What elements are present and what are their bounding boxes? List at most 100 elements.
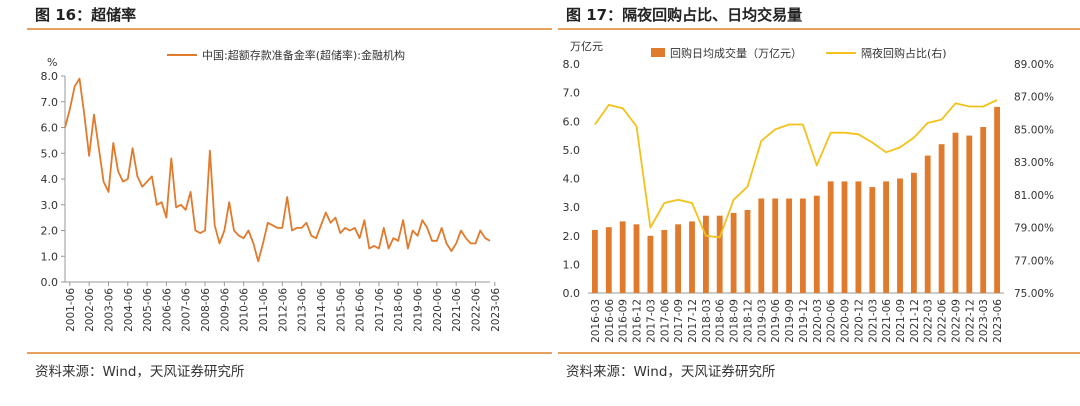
y-tick-label: 8.0 bbox=[41, 70, 59, 83]
x-tick-label: 2002-06 bbox=[84, 288, 96, 332]
x-tick-label: 2001-06 bbox=[65, 288, 77, 332]
y-tick-label: 2.0 bbox=[41, 225, 59, 238]
x-tick-label: 2017-12 bbox=[687, 299, 699, 343]
bar-repo-volume bbox=[744, 210, 751, 293]
x-tick-label: 2008-06 bbox=[200, 288, 212, 332]
left-chart-panel: 图 16：超储率 % 0.0 1.0 2.0 3.0 4.0 5.0 6.0 7.0 8.0 200… bbox=[27, 0, 552, 406]
x-tick-label: 2022-03 bbox=[923, 299, 935, 343]
bar-repo-volume bbox=[647, 235, 654, 294]
y-tick-label: 0.0 bbox=[41, 276, 59, 289]
bar-repo-volume bbox=[827, 181, 834, 293]
x-tick-label: 2020-09 bbox=[840, 299, 852, 343]
x-tick-label: 2021-09 bbox=[895, 299, 907, 343]
right-chart-title: 图 17：隔夜回购占比、日均交易量 bbox=[566, 6, 803, 24]
x-tick-label: 2010-06 bbox=[239, 288, 251, 332]
x-tick-label: 2016-12 bbox=[632, 299, 644, 343]
y-right-tick-label: 85.00% bbox=[1014, 124, 1054, 136]
excess-reserve-ratio-chart: % 0.0 1.0 2.0 3.0 4.0 5.0 6.0 7.0 8.0 2001-06 2002-… bbox=[41, 48, 502, 332]
x-tick-label: 2007-06 bbox=[181, 288, 193, 332]
x-tick-label: 2019-06 bbox=[770, 299, 782, 343]
x-tick-label: 2016-06 bbox=[355, 288, 367, 332]
left-title-divider bbox=[27, 28, 552, 30]
y-left-tick-label: 8.0 bbox=[563, 58, 581, 71]
x-tick-label: 2023-03 bbox=[978, 299, 990, 343]
x-tick-label: 2014-06 bbox=[316, 288, 328, 332]
y-left-tick-label: 2.0 bbox=[563, 230, 581, 243]
x-tick-label: 2012-06 bbox=[277, 288, 289, 332]
left-chart-title: 图 16：超储率 bbox=[35, 6, 137, 24]
bar-repo-volume bbox=[883, 181, 889, 293]
x-tick-label: 2017-06 bbox=[659, 299, 671, 343]
bar-repo-volume bbox=[592, 230, 598, 293]
x-tick-label: 2023-06 bbox=[992, 299, 1004, 343]
x-tick-label: 2017-06 bbox=[374, 288, 386, 332]
left-source-note: 资料来源：Wind，天风证券研究所 bbox=[35, 364, 245, 380]
series-line-overnight-share bbox=[594, 99, 998, 239]
bar-repo-volume bbox=[813, 195, 820, 293]
x-tick-label: 2016-09 bbox=[618, 299, 630, 343]
x-tick-label: 2017-03 bbox=[645, 299, 657, 343]
x-tick-label: 2016-03 bbox=[590, 299, 602, 343]
x-tick-label: 2011-06 bbox=[258, 288, 270, 332]
y-left-tick-label: 0.0 bbox=[563, 287, 581, 300]
x-tick-label: 2022-09 bbox=[950, 299, 962, 343]
bar-repo-volume bbox=[772, 198, 779, 293]
x-tick-label: 2013-06 bbox=[297, 288, 309, 332]
y-tick-label: 3.0 bbox=[41, 199, 59, 212]
bar-repo-volume bbox=[633, 224, 640, 293]
repo-volume-overnight-share-chart: 万亿元 0.0 1.0 2.0 3.0 4.0 5.0 6.0 7.0 8.0 75.00% 77.0… bbox=[563, 40, 1055, 343]
bar-repo-volume bbox=[800, 198, 806, 293]
bar-repo-volume bbox=[689, 221, 695, 293]
y-axis-unit-label: % bbox=[47, 56, 57, 69]
y-right-tick-label: 75.00% bbox=[1014, 288, 1054, 300]
x-tick-label: 2018-09 bbox=[729, 299, 741, 343]
x-tick-label: 2018-03 bbox=[701, 299, 713, 343]
x-tick-label: 2018-06 bbox=[715, 299, 727, 343]
legend-label-line: 隔夜回购占比(右) bbox=[861, 46, 947, 60]
x-tick-label: 2015-06 bbox=[335, 288, 347, 332]
x-tick-label: 2020-12 bbox=[853, 299, 865, 343]
y-left-tick-label: 3.0 bbox=[563, 201, 581, 214]
y-left-tick-label: 5.0 bbox=[563, 144, 581, 157]
x-tick-label: 2009-06 bbox=[219, 288, 231, 332]
y-right-tick-label: 87.00% bbox=[1014, 92, 1054, 104]
y-tick-label: 1.0 bbox=[41, 250, 59, 263]
x-tick-label: 2021-03 bbox=[867, 299, 879, 343]
x-tick-label: 2020-06 bbox=[432, 288, 444, 332]
x-tick-label: 2019-09 bbox=[784, 299, 796, 343]
y-left-tick-label: 4.0 bbox=[563, 173, 581, 186]
bar-repo-volume bbox=[758, 198, 765, 293]
bar-repo-volume bbox=[938, 144, 945, 293]
x-tick-label: 2020-06 bbox=[826, 299, 838, 343]
bar-repo-volume bbox=[897, 178, 903, 293]
bar-repo-volume bbox=[869, 187, 876, 293]
bar-repo-volume bbox=[966, 135, 973, 293]
x-tick-label: 2022-06 bbox=[471, 288, 483, 332]
left-source-divider bbox=[27, 352, 552, 354]
bar-repo-volume bbox=[619, 221, 626, 293]
series-line-excess-reserve-ratio bbox=[64, 77, 491, 263]
bar-repo-volume bbox=[716, 215, 723, 293]
x-tick-label: 2021-06 bbox=[881, 299, 893, 343]
right-source-divider bbox=[558, 352, 1080, 354]
legend-swatch-bar bbox=[651, 48, 665, 57]
bar-repo-volume bbox=[924, 155, 931, 293]
y-axis-unit-label: 万亿元 bbox=[570, 40, 603, 53]
y-right-tick-label: 89.00% bbox=[1014, 59, 1054, 71]
y-tick-label: 6.0 bbox=[41, 122, 59, 135]
bar-repo-volume bbox=[730, 212, 737, 293]
x-tick-label: 2019-03 bbox=[756, 299, 768, 343]
x-tick-label: 2022-12 bbox=[964, 299, 976, 343]
x-tick-label: 2022-06 bbox=[937, 299, 949, 343]
legend-label-bar: 回购日均成交量（万亿元） bbox=[670, 46, 802, 60]
bar-repo-volume bbox=[911, 172, 917, 293]
y-left-tick-label: 7.0 bbox=[563, 87, 581, 100]
bar-repo-volume bbox=[855, 181, 862, 293]
y-left-tick-label: 6.0 bbox=[563, 115, 581, 128]
bar-repo-volume bbox=[661, 230, 668, 293]
y-right-tick-label: 77.00% bbox=[1014, 255, 1054, 267]
y-right-tick-label: 83.00% bbox=[1014, 157, 1054, 169]
x-tick-label: 2018-06 bbox=[393, 288, 405, 332]
x-tick-label: 2019-06 bbox=[413, 288, 425, 332]
y-right-tick-label: 81.00% bbox=[1014, 190, 1054, 202]
